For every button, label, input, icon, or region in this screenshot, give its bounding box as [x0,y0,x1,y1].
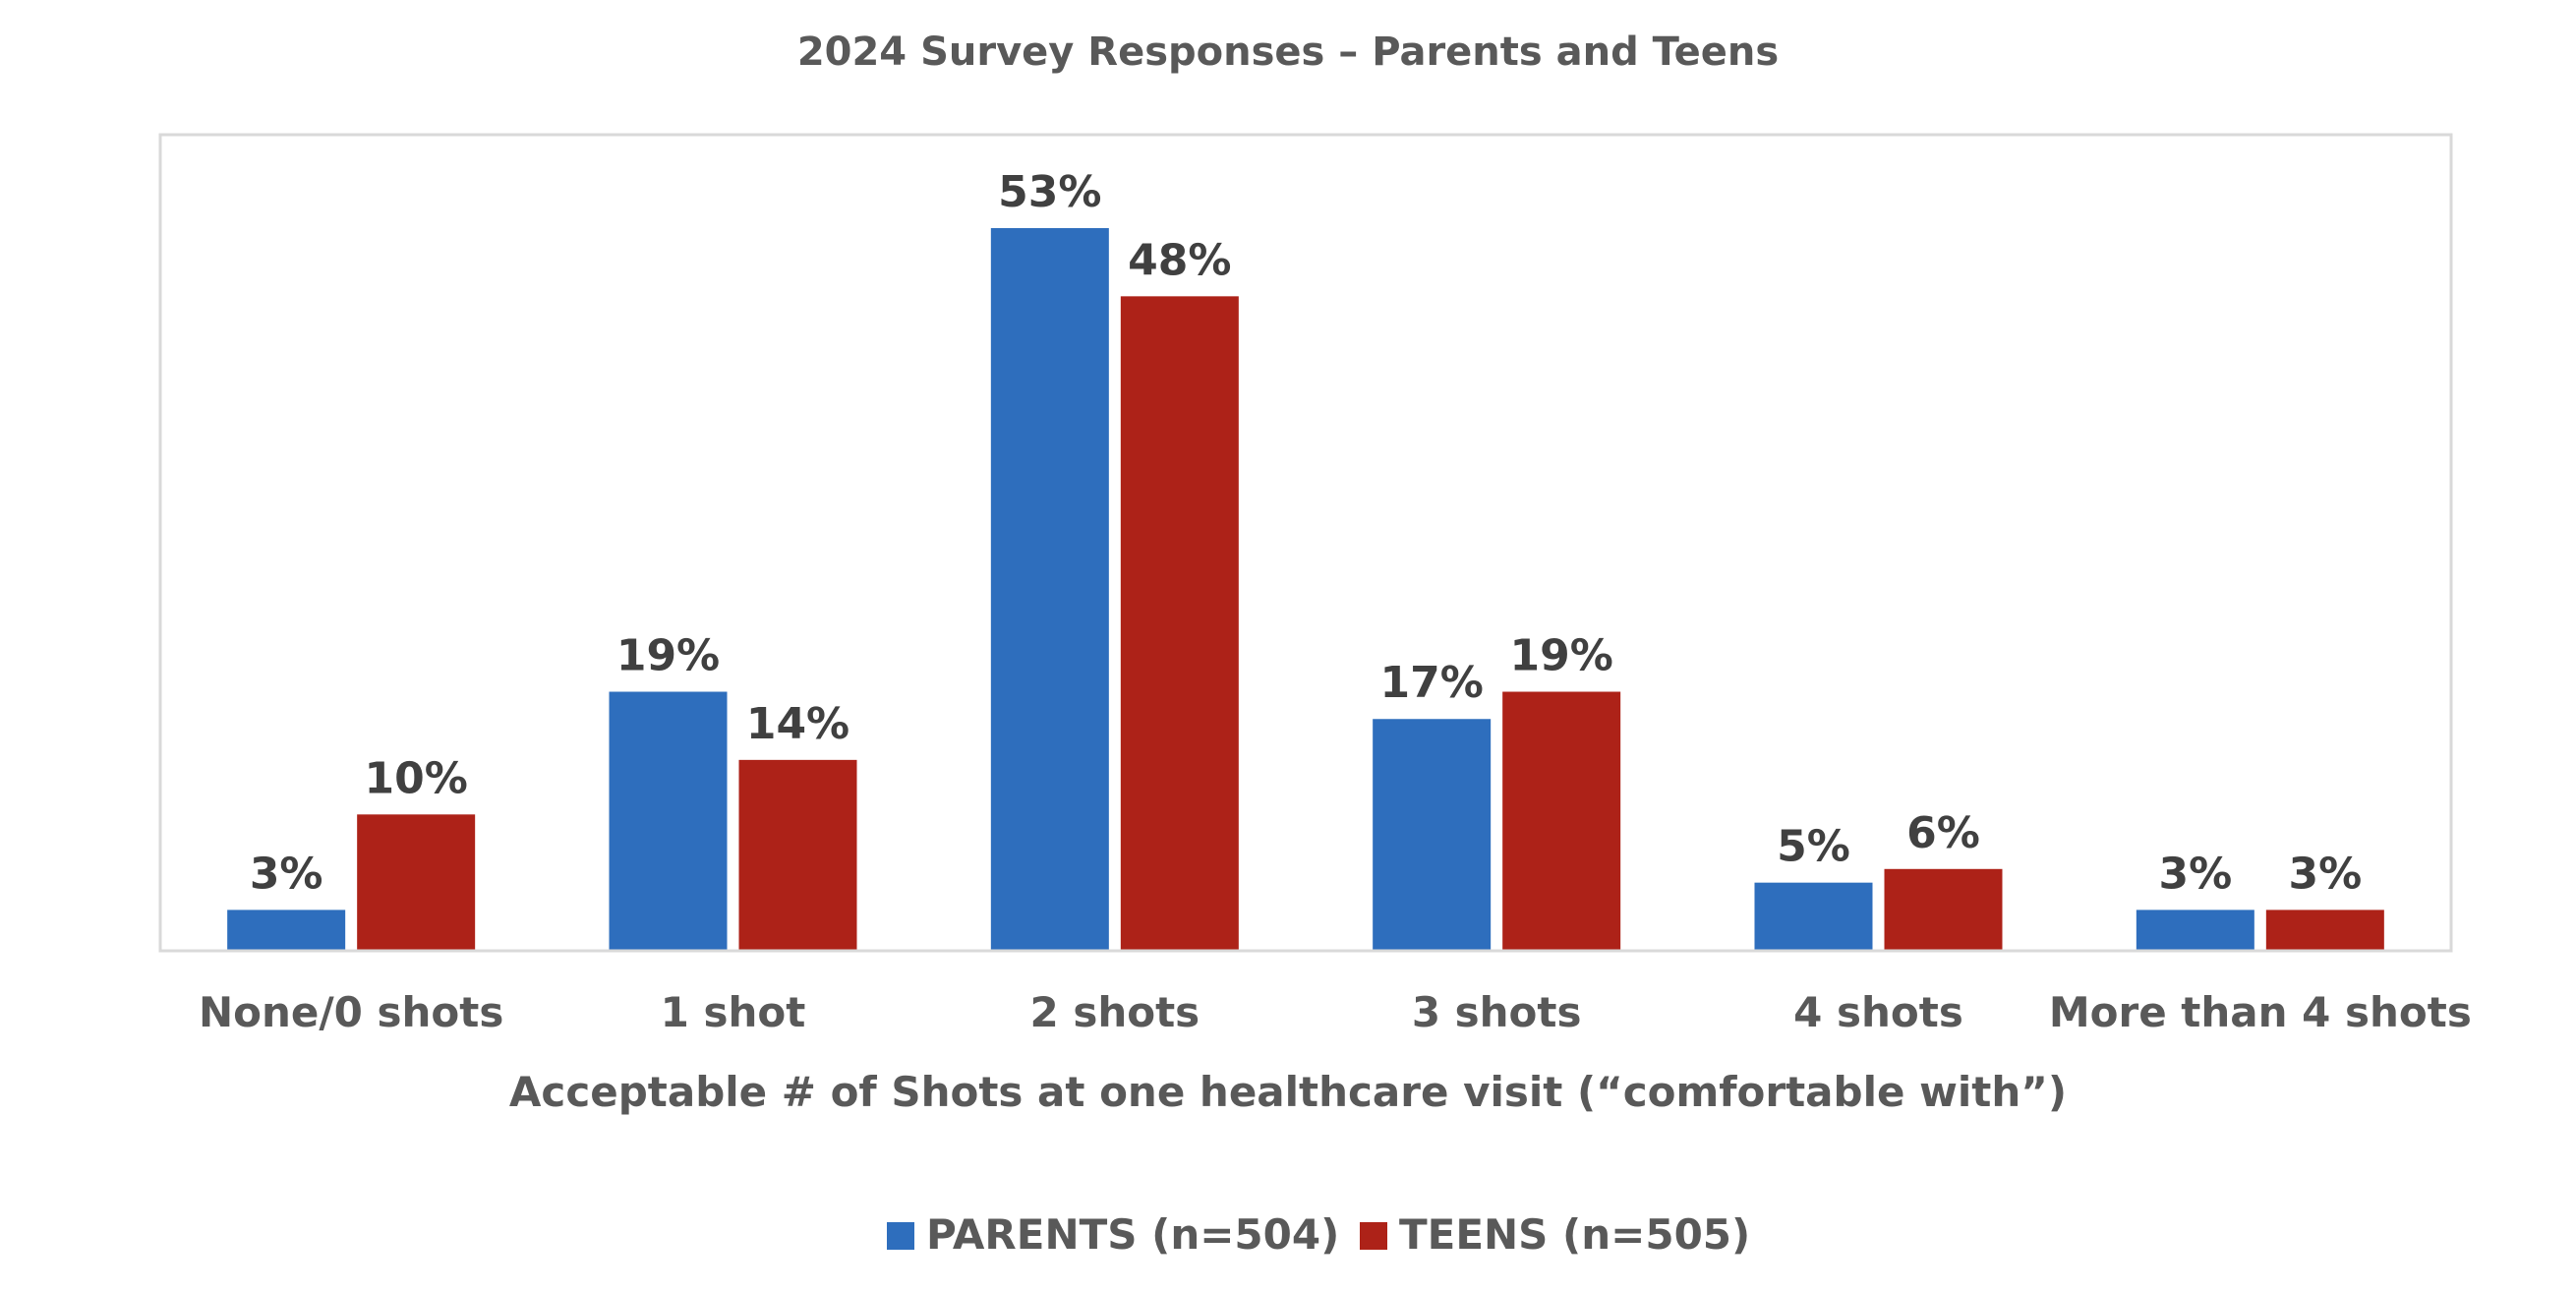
bars-group [227,228,2384,952]
data-label-parents-5: 3% [2158,849,2232,899]
bar-parents-0 [227,910,346,951]
bar-teens-3 [1502,691,1621,951]
bar-teens-1 [738,759,857,951]
legend-label-parents: PARENTS (n=504) [926,1210,1339,1259]
legend-swatch-teens [1360,1222,1387,1250]
legend-label-teens: TEENS (n=505) [1399,1210,1750,1259]
bar-parents-2 [990,228,1109,951]
category-label-0: None/0 shots [199,988,503,1036]
category-label-3: 3 shots [1412,988,1582,1036]
bar-parents-1 [609,691,728,951]
chart-title: 2024 Survey Responses – Parents and Teen… [797,29,1779,75]
data-label-teens-3: 19% [1510,631,1613,681]
data-label-teens-2: 48% [1128,235,1231,285]
data-label-teens-0: 10% [365,753,468,803]
bar-teens-2 [1120,296,1239,952]
data-labels-group: 3% 10% 19% 14% 53% 48% 17% 19% 5% 6% 3% 3% [250,167,2362,899]
category-label-4: 4 shots [1793,988,1963,1036]
data-label-teens-5: 3% [2288,849,2362,899]
category-label-2: 2 shots [1029,988,1200,1036]
data-label-parents-2: 53% [998,167,1101,217]
category-label-1: 1 shot [661,988,806,1036]
data-label-parents-3: 17% [1380,658,1484,708]
data-label-parents-4: 5% [1777,822,1850,872]
data-label-parents-0: 3% [250,849,323,899]
bar-teens-0 [357,814,476,951]
bar-parents-4 [1754,882,1873,951]
legend: PARENTS (n=504) TEENS (n=505) [887,1210,1750,1259]
data-label-teens-4: 6% [1906,808,1980,858]
bar-teens-5 [2265,910,2384,951]
bar-parents-3 [1373,719,1492,951]
category-label-5: More than 4 shots [2049,988,2472,1036]
bar-parents-5 [2136,910,2254,951]
plot-area-frame [158,133,2453,953]
x-axis-label: Acceptable # of Shots at one healthcare … [509,1068,2067,1116]
data-label-teens-1: 14% [746,699,849,749]
data-label-parents-1: 19% [616,631,720,681]
legend-swatch-parents [887,1222,914,1250]
category-labels-group: None/0 shots 1 shot 2 shots 3 shots 4 shots M… [199,988,2472,1036]
bar-teens-4 [1884,868,2003,951]
